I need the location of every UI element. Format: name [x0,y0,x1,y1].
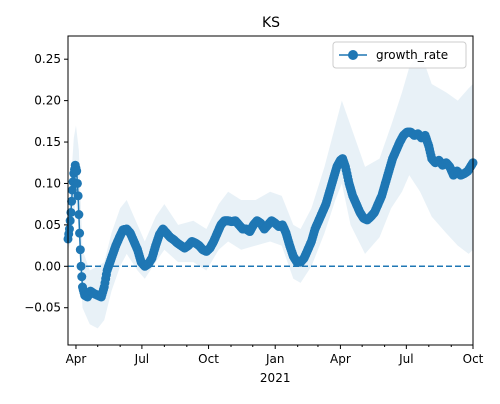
plot-area-frame [67,35,474,346]
x-tick-label: Jul [134,352,149,366]
chart-title: KS [262,15,280,31]
legend-entry-growth-rate: growth_rate [376,48,448,62]
data-point [67,196,77,206]
data-point [76,261,86,271]
data-point [67,185,77,195]
data-point [64,224,74,234]
legend-point-marker [348,50,358,60]
axes-layer [67,35,474,346]
x-tick-label: Oct [198,352,219,366]
legend-frame [332,41,467,69]
confidence-band [68,50,473,329]
y-tick-label: −0.05 [24,301,61,315]
y-tick-label: 0.05 [34,218,61,232]
x-tick-label: Jan [265,352,285,366]
data-point [75,245,85,255]
data-point [74,210,84,220]
data-point [66,207,76,217]
y-tick-label: 0.20 [34,94,61,108]
x-year-label: 2021 [260,371,291,385]
legend: growth_rate [332,41,467,69]
x-tick-label: Oct [463,352,484,366]
series-points-layer [63,127,478,302]
x-tick-label: Apr [66,352,87,366]
y-tick-label: 0.00 [34,259,61,273]
data-point [77,272,87,282]
data-point [75,228,85,238]
y-tick-label: 0.10 [34,176,61,190]
data-point [72,166,82,176]
x-tick-label: Apr [330,352,351,366]
data-point [73,191,83,201]
y-tick-label: 0.15 [34,135,61,149]
x-tick-label: Jul [398,352,413,366]
y-tick-label: 0.25 [34,52,61,66]
data-point [65,216,75,226]
confidence-band-layer [68,50,473,329]
tick-layer: −0.05 0.00 0.05 0.10 0.15 0.20 0.25 Apr Jul Oct Ja… [24,52,483,385]
data-point [72,178,82,188]
